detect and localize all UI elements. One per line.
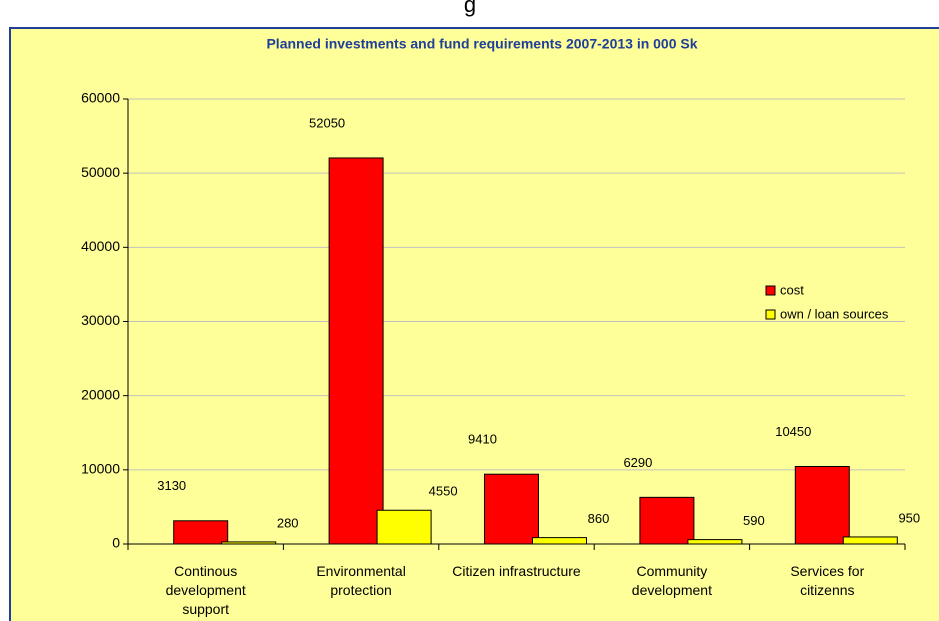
x-tick-label: Environmental protection xyxy=(316,563,406,598)
bar xyxy=(687,539,743,545)
x-tick-label: Continous development support xyxy=(165,563,246,617)
y-tick-label: 40000 xyxy=(81,238,120,254)
data-label: 6290 xyxy=(623,455,652,470)
y-tick-label: 50000 xyxy=(81,164,120,180)
y-tick-label: 60000 xyxy=(81,90,120,106)
legend-swatch xyxy=(765,309,776,320)
data-label: 9410 xyxy=(468,432,497,447)
bar xyxy=(484,473,539,545)
data-label: 950 xyxy=(898,510,920,525)
data-label: 860 xyxy=(588,511,610,526)
bar xyxy=(842,536,898,545)
x-tick-label: Citizen infrastructure xyxy=(452,563,581,579)
bar xyxy=(328,157,384,545)
bar xyxy=(221,541,277,545)
y-tick-label: 20000 xyxy=(81,386,120,402)
bar xyxy=(639,496,695,545)
chart-frame xyxy=(9,27,939,621)
data-label: 590 xyxy=(743,513,765,528)
data-label: 10450 xyxy=(775,424,811,439)
y-tick-label: 10000 xyxy=(81,461,120,477)
bar xyxy=(376,509,432,545)
y-tick-label: 30000 xyxy=(81,312,120,328)
chart-title: Planned investments and fund requirement… xyxy=(266,36,697,52)
bar xyxy=(532,537,587,545)
data-label: 3130 xyxy=(157,478,186,493)
data-label: 4550 xyxy=(429,484,458,499)
legend-label: cost xyxy=(780,282,804,297)
x-tick-label: Community development xyxy=(631,563,712,598)
data-label: 52050 xyxy=(309,115,345,130)
legend-label: own / loan sources xyxy=(780,306,889,321)
page-text: g xyxy=(464,0,476,17)
x-tick-label: Services for citizenns xyxy=(790,563,865,598)
legend-swatch xyxy=(765,285,776,296)
bar xyxy=(173,520,229,545)
y-tick-label: 0 xyxy=(112,535,120,551)
data-label: 280 xyxy=(277,515,299,530)
bar xyxy=(794,465,850,545)
